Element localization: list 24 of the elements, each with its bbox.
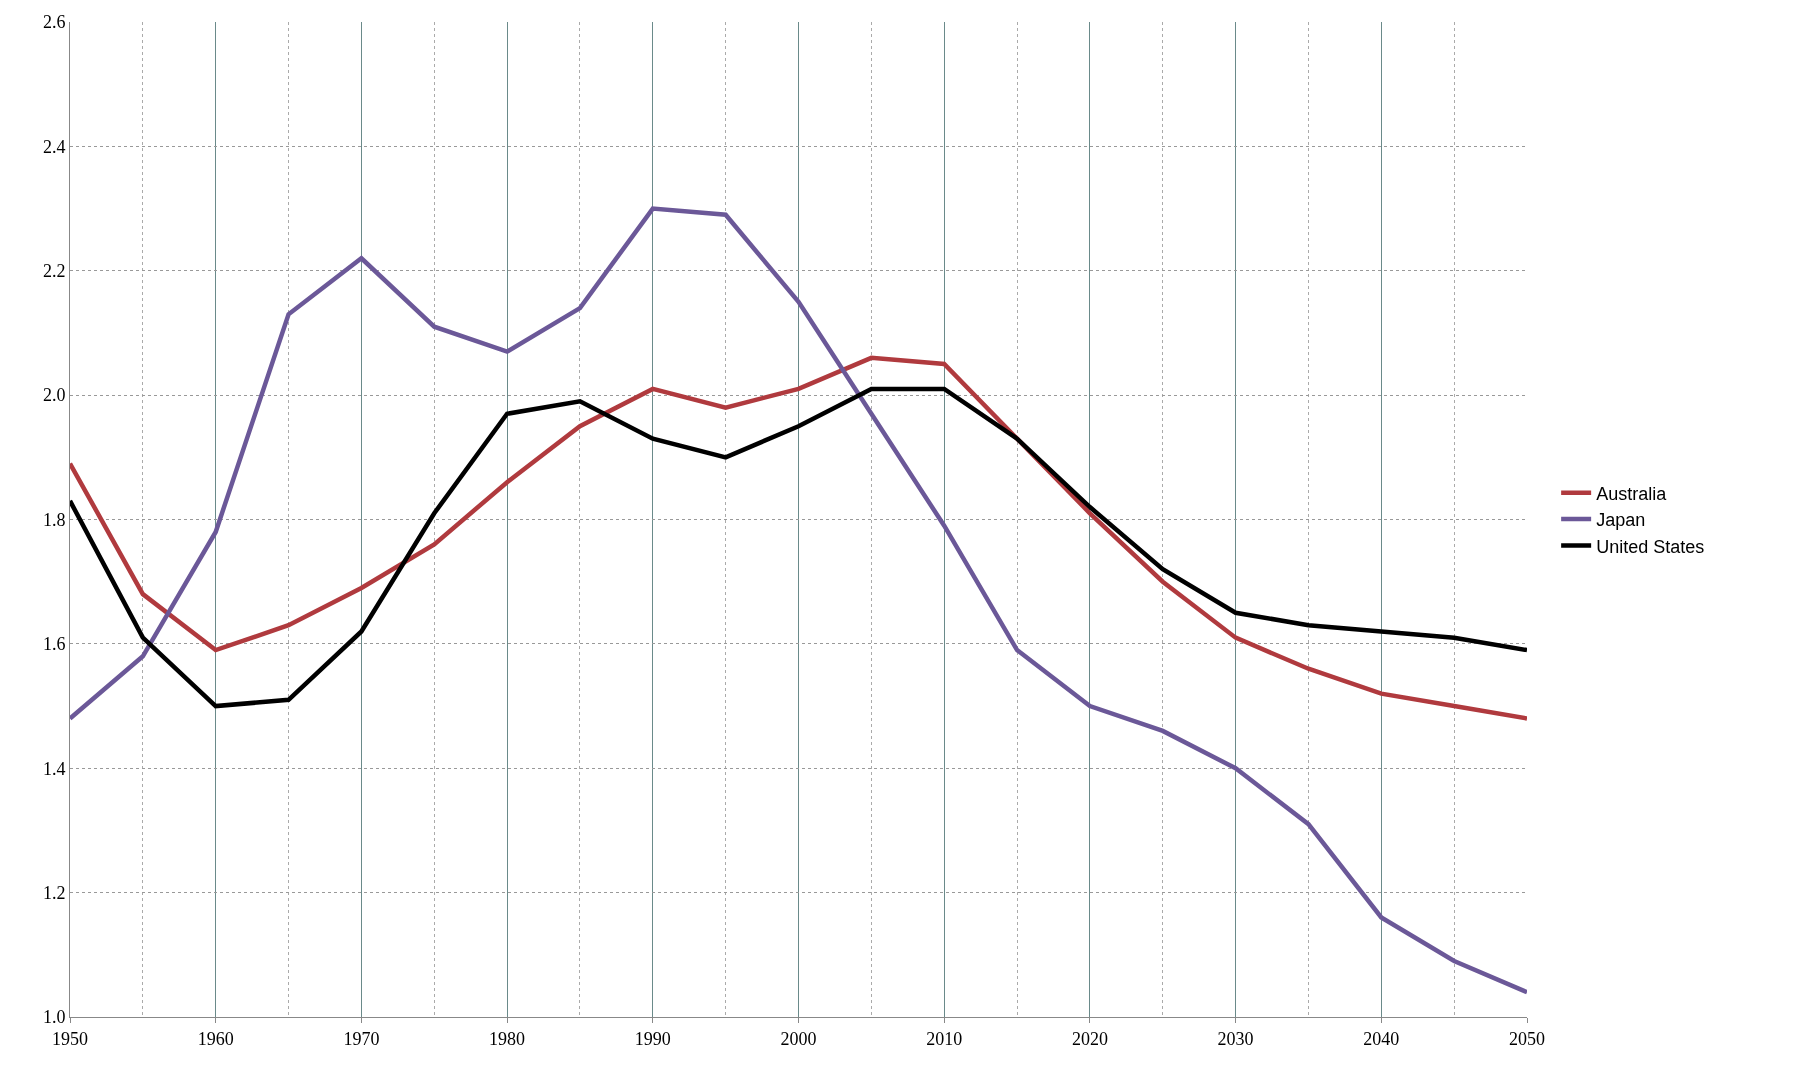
y-tick-label: 2.2	[42, 261, 66, 282]
x-tick-label: 1980	[489, 1028, 526, 1049]
x-tick-label: 1970	[343, 1028, 380, 1049]
y-tick-label: 2.0	[42, 385, 66, 406]
y-tick-label: 1.8	[42, 509, 66, 530]
y-tick-label: 1.4	[42, 758, 66, 779]
x-tick-label: 2050	[1509, 1028, 1545, 1049]
x-tick-label: 2000	[780, 1028, 817, 1049]
y-tick-label: 1.0	[42, 1007, 66, 1028]
x-tick-label: 2020	[1071, 1028, 1108, 1049]
y-tick-label: 1.6	[42, 634, 66, 655]
x-tick-label: 1990	[634, 1028, 671, 1049]
legend-label: Japan	[1596, 510, 1646, 531]
x-tick-label: 2040	[1363, 1028, 1400, 1049]
legend-label: Australia	[1596, 483, 1668, 504]
y-tick-label: 2.6	[42, 12, 66, 33]
y-tick-label: 2.4	[42, 136, 66, 157]
legend-label: United States	[1596, 536, 1705, 557]
y-tick-label: 1.2	[42, 882, 66, 903]
x-tick-label: 1960	[197, 1028, 234, 1049]
x-tick-label: 1950	[52, 1028, 88, 1049]
line-series	[70, 206, 1527, 995]
x-tick-label: 2010	[926, 1028, 963, 1049]
x-tick-label: 2030	[1217, 1028, 1254, 1049]
